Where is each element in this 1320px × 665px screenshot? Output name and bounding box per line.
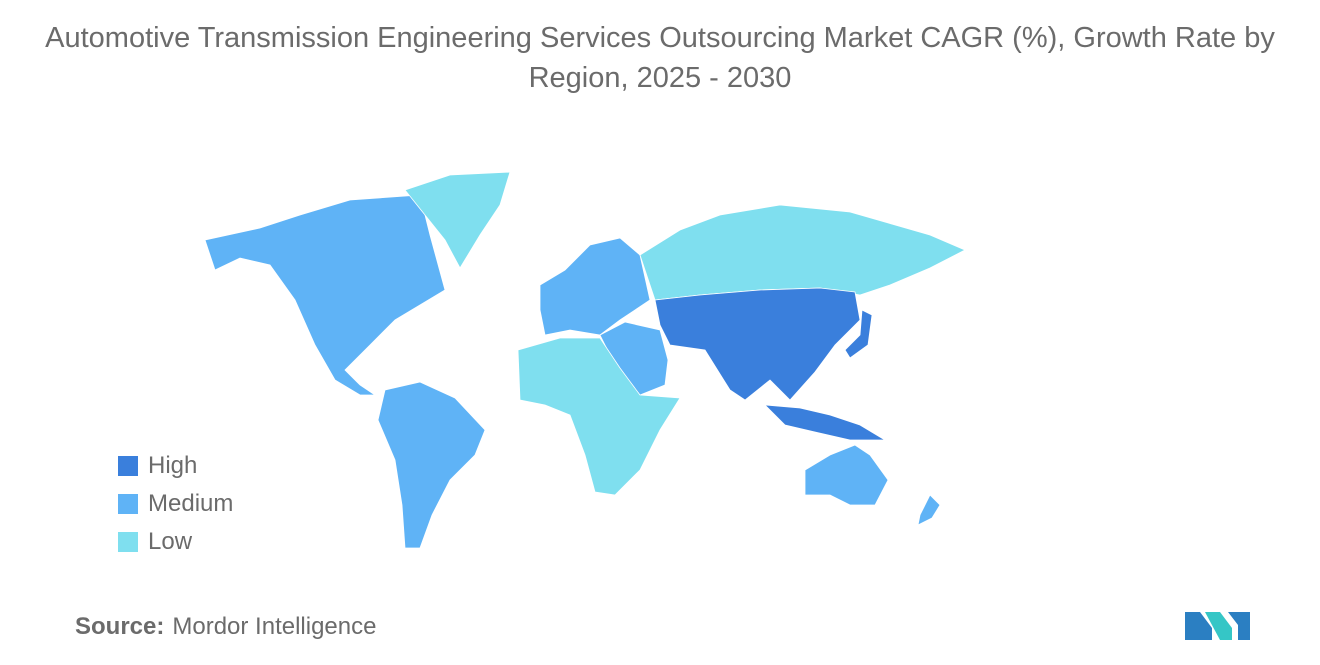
region-russia: [639, 204, 966, 301]
legend-label: Low: [148, 528, 193, 555]
region-greenland: [404, 171, 511, 269]
legend-item: Low: [118, 528, 192, 556]
region-new-zealand: [917, 494, 941, 526]
legend-item: Medium: [118, 490, 233, 518]
legend-swatch: [118, 494, 138, 514]
legend-item: High: [118, 452, 197, 480]
region-europe: [539, 237, 651, 336]
region-asia: [654, 287, 861, 401]
region-africa: [517, 337, 681, 496]
logo: [1185, 612, 1250, 640]
region-australia: [804, 444, 889, 506]
region-japan: [844, 309, 873, 359]
legend-label: High: [148, 452, 198, 479]
chart-title: Automotive Transmission Engineering Serv…: [45, 22, 1275, 94]
region-north-america: [204, 194, 446, 396]
legend-swatch: [118, 456, 138, 476]
region-south-america: [377, 381, 486, 549]
source-label: Source:: [75, 613, 165, 640]
source-text: Mordor Intelligence: [172, 613, 377, 640]
region-southeast-asia: [763, 404, 887, 441]
source: Source: Mordor Intelligence: [75, 613, 376, 641]
legend-label: Medium: [148, 490, 234, 517]
legend-swatch: [118, 532, 138, 552]
